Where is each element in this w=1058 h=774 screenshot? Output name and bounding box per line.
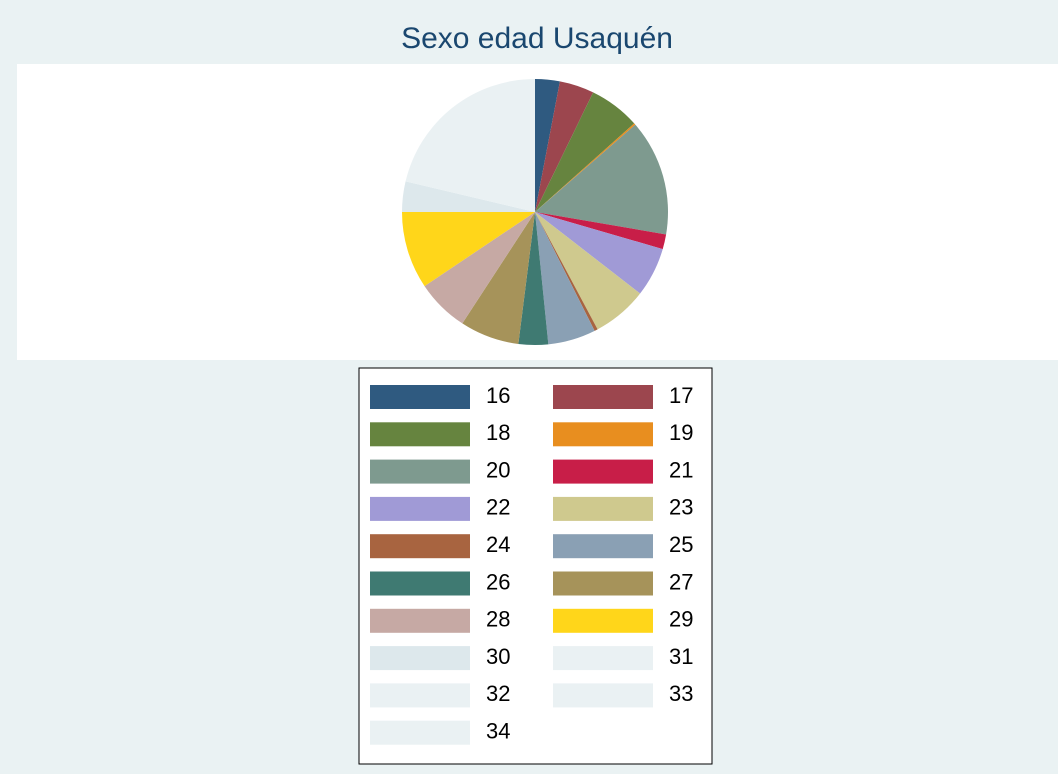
pie-slice: [462, 212, 535, 344]
legend-label: 28: [486, 607, 510, 632]
pie-slice: [402, 212, 535, 287]
legend-swatch: [553, 571, 653, 596]
pie-slice: [535, 212, 598, 331]
legend-label: 21: [669, 457, 693, 482]
legend-swatch: [553, 422, 653, 447]
legend-swatch: [370, 720, 470, 745]
chart-title: Sexo edad Usaquén: [401, 22, 673, 55]
legend-swatch: [553, 534, 653, 559]
pie-slice: [402, 181, 535, 212]
legend-swatch: [370, 385, 470, 409]
legend-label: 32: [486, 681, 510, 706]
pie-slice: [535, 123, 636, 212]
legend-label: 20: [486, 457, 510, 482]
legend-swatch: [553, 459, 653, 484]
pie-slice: [535, 81, 594, 212]
legend-swatch: [370, 683, 470, 708]
legend-label: 30: [486, 644, 510, 669]
pie-slice: [424, 212, 535, 324]
pie-slice: [535, 212, 667, 250]
legend-label: 34: [486, 719, 510, 744]
pie-slice: [535, 79, 560, 212]
legend-swatch: [370, 422, 470, 447]
legend-swatch: [553, 683, 653, 708]
legend-swatch: [370, 534, 470, 559]
legend-label: 22: [486, 495, 510, 520]
pie-slice: [405, 79, 535, 212]
legend-label: 23: [669, 495, 693, 520]
legend-label: 25: [669, 532, 693, 557]
legend-swatch: [553, 646, 653, 671]
pie-slice: [518, 212, 549, 346]
pie-slice: [535, 212, 595, 345]
legend-swatch: [370, 571, 470, 596]
legend-label: 26: [486, 569, 510, 594]
legend-label: 27: [669, 569, 693, 594]
legend-swatch: [553, 385, 653, 409]
pie-slice: [535, 212, 663, 294]
legend-label: 19: [669, 420, 693, 445]
legend-swatch: [553, 496, 653, 521]
legend-swatch: [553, 608, 653, 633]
pie-slice: [535, 124, 669, 235]
legend-label: 16: [486, 383, 510, 408]
legend-label: 18: [486, 420, 510, 445]
pie-slice: [535, 212, 641, 330]
legend-label: 31: [669, 644, 693, 669]
pie-slice: [535, 92, 635, 212]
legend-swatch: [370, 496, 470, 521]
legend-label: 29: [669, 607, 693, 632]
legend-swatch: [370, 459, 470, 484]
legend-label: 33: [669, 681, 693, 706]
legend-label: 24: [486, 532, 510, 557]
legend-swatch: [370, 646, 470, 671]
legend-label: 17: [669, 383, 693, 408]
legend-swatch: [370, 608, 470, 633]
